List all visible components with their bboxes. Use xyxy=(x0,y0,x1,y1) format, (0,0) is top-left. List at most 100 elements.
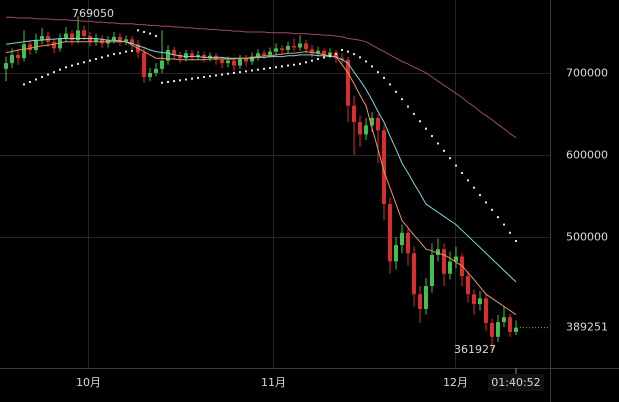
sar-dot xyxy=(100,56,103,59)
candle-body xyxy=(454,256,458,262)
sar-dot xyxy=(376,71,379,74)
candle-body xyxy=(358,122,362,135)
candle-body xyxy=(256,53,260,57)
candle-body xyxy=(4,63,8,69)
sar-dot xyxy=(322,56,325,59)
sar-dot xyxy=(178,79,181,82)
candle-body xyxy=(382,130,386,205)
candle-body xyxy=(196,54,200,57)
sar-dot xyxy=(424,127,427,130)
sar-dot xyxy=(430,135,433,138)
candle-body xyxy=(178,54,182,59)
sar-dot xyxy=(136,29,139,32)
sar-dot xyxy=(238,71,241,74)
sar-dot xyxy=(196,76,199,79)
sar-dot xyxy=(472,186,475,189)
candle-body xyxy=(496,322,500,337)
candle-body xyxy=(502,317,506,323)
sar-dot xyxy=(382,76,385,79)
sar-dot xyxy=(172,80,175,83)
candle-body xyxy=(406,232,410,254)
sar-dot xyxy=(436,142,439,145)
candle-body xyxy=(226,60,230,64)
sar-dot xyxy=(220,73,223,76)
candle-body xyxy=(172,49,176,55)
sar-dot xyxy=(214,74,217,77)
sar-dot xyxy=(340,48,343,51)
cursor-box xyxy=(487,374,544,391)
candle-body xyxy=(22,44,26,59)
sar-dot xyxy=(82,61,85,64)
sar-dot xyxy=(202,76,205,79)
candle-body xyxy=(220,59,224,64)
sar-dot xyxy=(514,239,517,242)
candle-body xyxy=(16,54,20,59)
sar-dot xyxy=(310,59,313,62)
sar-dot xyxy=(184,78,187,81)
candle-body xyxy=(412,253,416,295)
candle-body xyxy=(244,58,248,62)
sar-dot xyxy=(442,149,445,152)
sar-dot xyxy=(268,67,271,70)
sar-dot xyxy=(412,112,415,115)
sar-dot xyxy=(466,179,469,182)
sar-dot xyxy=(394,90,397,93)
candle-body xyxy=(418,294,422,309)
candle-body xyxy=(448,261,452,274)
sar-dot xyxy=(94,58,97,61)
sar-dot xyxy=(496,216,499,219)
sar-dot xyxy=(358,56,361,59)
sar-dot xyxy=(166,80,169,83)
candle-body xyxy=(292,45,296,48)
sar-dot xyxy=(52,71,55,74)
sar-dot xyxy=(304,61,307,64)
y-tick-label: 700000 xyxy=(566,67,608,80)
sar-dot xyxy=(352,53,355,56)
sar-dot xyxy=(328,54,331,57)
candle-body xyxy=(250,56,254,62)
sar-dot xyxy=(274,66,277,69)
sar-dot xyxy=(286,64,289,67)
candle-body xyxy=(430,254,434,287)
candle-body xyxy=(442,249,446,274)
candle-body xyxy=(76,30,80,41)
sar-dot xyxy=(160,81,163,84)
sar-dot xyxy=(142,30,145,33)
candle-body xyxy=(148,72,152,78)
candle-body xyxy=(70,33,74,41)
labels: 500000 600000 700000 10月 11月 12月 769050 361927 3… xyxy=(72,7,608,391)
candle-body xyxy=(142,52,146,78)
x-tick-label: 11月 xyxy=(261,376,286,389)
moving-average xyxy=(5,41,517,316)
y-tick-label: 600000 xyxy=(566,149,608,162)
sar-dot xyxy=(40,76,43,79)
sar-dot xyxy=(454,164,457,167)
candle-body xyxy=(310,49,314,54)
sar-dot xyxy=(346,50,349,53)
sar-dot xyxy=(250,69,253,72)
sar-dot xyxy=(190,77,193,80)
candle-body xyxy=(424,286,428,309)
candle-body xyxy=(466,276,470,295)
candle-body xyxy=(394,245,398,262)
sar-dot xyxy=(106,54,109,57)
candle-body xyxy=(334,52,338,59)
candle-body xyxy=(286,45,290,50)
sar-dot xyxy=(484,201,487,204)
candle-body xyxy=(346,59,350,106)
sar-dot xyxy=(34,78,37,81)
sar-dot xyxy=(124,50,127,53)
sar-dot xyxy=(70,64,73,67)
sar-dot xyxy=(148,32,151,35)
plot xyxy=(4,16,550,351)
sar-dot xyxy=(226,72,229,75)
candle-body xyxy=(130,39,134,45)
sar-dot xyxy=(460,171,463,174)
candle-body xyxy=(190,53,194,57)
candle-body xyxy=(352,105,356,123)
candle-body xyxy=(238,58,242,66)
candle-body xyxy=(28,44,32,50)
candle-body xyxy=(328,52,332,55)
